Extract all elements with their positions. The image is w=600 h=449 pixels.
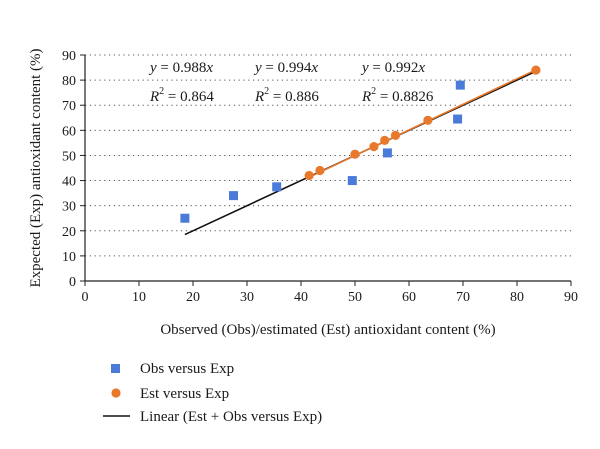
y-tick-label-50: 50	[62, 149, 76, 164]
tick-labels: 0 10 20 30 40 50 60 70 80 90 0 10 20 30 40 50 60 70 80 90	[62, 49, 578, 305]
y-axis-title: Expected (Exp) antioxidant content (%)	[28, 48, 44, 287]
equation-2: y = 0.994x	[253, 60, 318, 76]
obs-point-6	[453, 114, 463, 124]
y-tick-label-20: 20	[62, 225, 76, 240]
est-point-2	[315, 165, 325, 176]
x-tick-label-0: 0	[82, 290, 89, 305]
y-tick-label-80: 80	[62, 74, 76, 89]
obs-point-1	[180, 213, 190, 223]
y-tick-label-60: 60	[62, 124, 76, 139]
grid-lines	[85, 54, 571, 257]
x-tick-label-20: 20	[186, 290, 200, 305]
y-tick-label-70: 70	[62, 99, 76, 114]
x-tick-label-60: 60	[402, 290, 416, 305]
data-points	[180, 65, 541, 223]
y-tick-label-10: 10	[62, 250, 76, 265]
legend-label-est: Est versus Exp	[140, 386, 229, 402]
est-point-8	[531, 65, 541, 75]
x-axis-title: Observed (Obs)/estimated (Est) antioxida…	[160, 322, 495, 338]
x-tick-label-90: 90	[564, 290, 578, 305]
x-tick-label-70: 70	[456, 290, 470, 305]
obs-point-5	[382, 148, 392, 158]
est-point-1	[304, 170, 314, 181]
est-point-5	[380, 135, 390, 145]
obs-point-4	[347, 176, 357, 186]
x-tick-label-40: 40	[294, 290, 308, 305]
x-tick-label-10: 10	[132, 290, 146, 305]
est-point-4	[369, 142, 379, 152]
r-squared-2: R2 = 0.886	[254, 86, 319, 105]
est-point-6	[390, 130, 401, 140]
r-squared-1: R2 = 0.864	[149, 86, 214, 105]
equation-1: y = 0.988x	[148, 60, 213, 76]
legend-label-linear: Linear (Est + Obs versus Exp)	[140, 409, 322, 425]
est-point-3	[350, 149, 360, 159]
regression-equations: y = 0.988x y = 0.994x y = 0.992x R2 = 0.…	[148, 60, 434, 105]
legend-label-obs: Obs versus Exp	[140, 361, 234, 377]
y-tick-label-30: 30	[62, 200, 76, 215]
y-tick-label-40: 40	[62, 175, 76, 190]
r-squared-3: R2 = 0.8826	[361, 86, 434, 105]
axes	[80, 54, 572, 286]
trendline-est-1	[308, 69, 537, 179]
est-point-7	[423, 115, 433, 125]
equation-3: y = 0.992x	[360, 60, 425, 76]
y-tick-label-90: 90	[62, 49, 76, 64]
x-tick-label-30: 30	[240, 290, 254, 305]
legend-marker-est	[111, 388, 121, 398]
obs-point-3	[272, 182, 282, 192]
x-tick-label-50: 50	[348, 290, 362, 305]
obs-point-2	[229, 191, 238, 201]
x-tick-label-80: 80	[510, 290, 524, 305]
y-tick-label-0: 0	[69, 275, 76, 290]
obs-point-7	[455, 80, 465, 90]
legend: Obs versus Exp Est versus Exp Linear (Es…	[103, 361, 322, 425]
legend-marker-obs	[111, 364, 120, 373]
trendlines	[184, 69, 537, 236]
